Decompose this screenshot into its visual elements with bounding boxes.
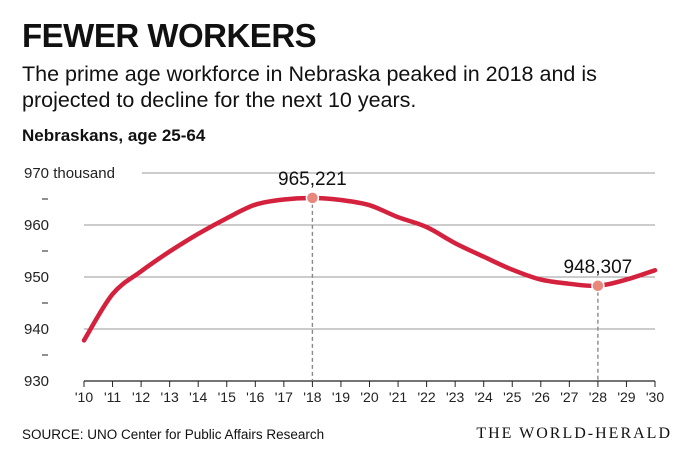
x-tick-label: '30: [646, 389, 664, 405]
x-tick-label: '25: [503, 389, 521, 405]
x-tick-label: '18: [303, 389, 321, 405]
x-tick-label: '14: [189, 389, 207, 405]
x-tick-label: '27: [560, 389, 578, 405]
x-tick-label: '20: [360, 389, 378, 405]
x-tick-label: '11: [104, 389, 121, 405]
chart-subtitle: The prime age workforce in Nebraska peak…: [22, 62, 597, 112]
publisher-logo: THE WORLD-HERALD: [476, 425, 672, 442]
x-tick-label: '21: [389, 389, 407, 405]
y-tick-label: 950: [24, 269, 49, 286]
x-tick-label: '16: [246, 389, 264, 405]
x-tick-label: '26: [532, 389, 550, 405]
chart-title: FEWER WORKERS: [22, 17, 317, 54]
x-tick-label: '15: [218, 389, 236, 405]
x-tick-label: '10: [75, 389, 93, 405]
annotation-marker: [305, 191, 320, 205]
y-tick-label: 930: [24, 373, 49, 390]
x-tick-label: '24: [475, 389, 493, 405]
annotation-marker: [591, 279, 605, 293]
y-axis-title: Nebraskans, age 25-64: [22, 126, 206, 145]
x-tick-label: '29: [617, 389, 635, 405]
x-tick-label: '28: [589, 389, 607, 405]
annotation-label: 965,221: [278, 169, 347, 190]
x-tick-label: '12: [132, 389, 150, 405]
source-note: SOURCE: UNO Center for Public Affairs Re…: [22, 427, 325, 442]
x-tick-label: '22: [417, 389, 435, 405]
workforce-series-line: [81, 195, 658, 343]
y-tick-label: 970 thousand: [24, 165, 115, 182]
x-tick-label: '13: [161, 389, 179, 405]
x-tick-label: '23: [446, 389, 464, 405]
x-tick-label: '17: [275, 389, 293, 405]
y-tick-label: 940: [24, 321, 49, 338]
annotation-label: 948,307: [564, 257, 633, 278]
y-tick-label: 960: [24, 217, 49, 234]
x-tick-label: '19: [332, 389, 350, 405]
